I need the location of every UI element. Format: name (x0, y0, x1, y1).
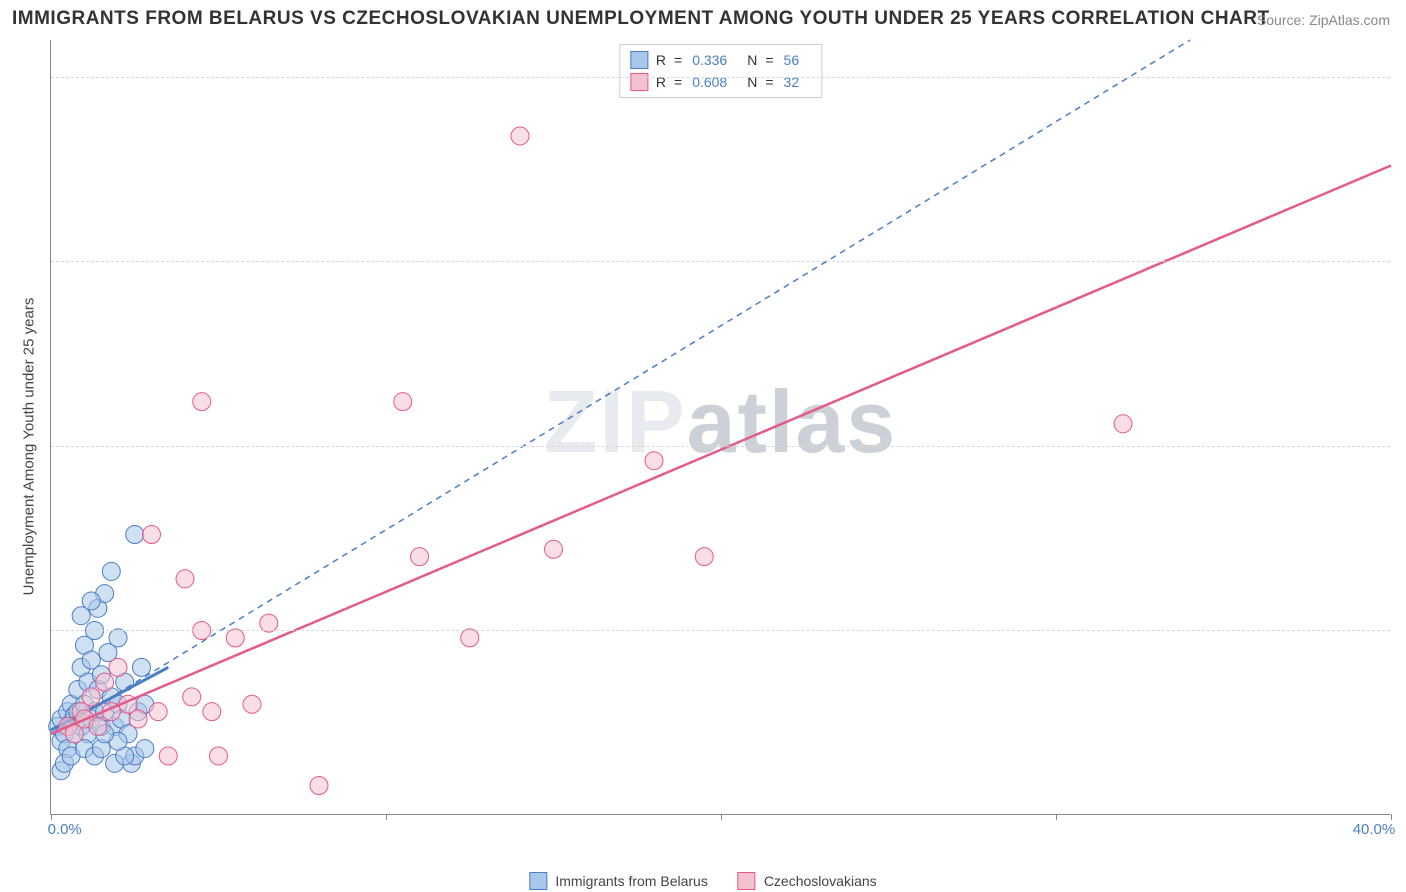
point-czech (1114, 415, 1132, 433)
source-attribution: Source: ZipAtlas.com (1257, 12, 1390, 28)
point-czech (109, 658, 127, 676)
y-axis-label-wrap: Unemployment Among Youth under 25 years (14, 0, 44, 892)
correlation-legend: R= 0.336 N= 56 R= 0.608 N= 32 (619, 44, 822, 98)
plot-area: ZIPatlas R= 0.336 N= 56 R= 0.608 N= 32 2… (50, 40, 1390, 815)
trendline-czech (51, 165, 1391, 733)
point-belarus (109, 629, 127, 647)
point-czech (411, 548, 429, 566)
swatch-czech (738, 872, 756, 890)
point-czech (461, 629, 479, 647)
point-czech (394, 393, 412, 411)
point-czech (243, 695, 261, 713)
point-czech (143, 526, 161, 544)
swatch-belarus (529, 872, 547, 890)
point-czech (203, 703, 221, 721)
r-value-belarus: 0.336 (692, 52, 727, 68)
point-czech (129, 710, 147, 728)
x-tick-mark (1056, 814, 1057, 820)
point-czech (695, 548, 713, 566)
series-legend: Immigrants from Belarus Czechoslovakians (529, 872, 876, 890)
point-belarus (136, 740, 154, 758)
point-belarus (126, 526, 144, 544)
point-czech (645, 452, 663, 470)
legend-item-czech: Czechoslovakians (738, 872, 877, 890)
legend-row-czech: R= 0.608 N= 32 (630, 71, 811, 93)
point-czech (260, 614, 278, 632)
x-tick-label: 0.0% (48, 821, 82, 838)
point-belarus (82, 592, 100, 610)
point-belarus (102, 562, 120, 580)
scatter-svg (51, 40, 1391, 815)
n-label: N (747, 52, 757, 68)
gridline (51, 446, 1390, 447)
x-tick-mark (51, 814, 52, 820)
gridline (51, 261, 1390, 262)
point-czech (226, 629, 244, 647)
point-czech (82, 688, 100, 706)
legend-label-belarus: Immigrants from Belarus (555, 873, 707, 889)
x-tick-label: 40.0% (1353, 821, 1396, 838)
gridline (51, 630, 1390, 631)
point-czech (210, 747, 228, 765)
legend-item-belarus: Immigrants from Belarus (529, 872, 707, 890)
legend-label-czech: Czechoslovakians (764, 873, 877, 889)
point-czech (545, 540, 563, 558)
chart-title: IMMIGRANTS FROM BELARUS VS CZECHOSLOVAKI… (12, 8, 1270, 30)
swatch-belarus (630, 51, 648, 69)
point-czech (159, 747, 177, 765)
point-czech (193, 393, 211, 411)
y-axis-label: Unemployment Among Youth under 25 years (21, 297, 38, 595)
swatch-czech (630, 73, 648, 91)
point-czech (310, 776, 328, 794)
point-czech (96, 673, 114, 691)
point-belarus (132, 658, 150, 676)
x-tick-mark (1391, 814, 1392, 820)
legend-row-belarus: R= 0.336 N= 56 (630, 49, 811, 71)
x-tick-mark (386, 814, 387, 820)
gridline (51, 77, 1390, 78)
n-value-belarus: 56 (784, 52, 800, 68)
point-czech (176, 570, 194, 588)
point-czech (89, 717, 107, 735)
x-tick-mark (721, 814, 722, 820)
r-label: R (656, 52, 666, 68)
point-czech (183, 688, 201, 706)
point-czech (149, 703, 167, 721)
chart-container: IMMIGRANTS FROM BELARUS VS CZECHOSLOVAKI… (0, 0, 1406, 892)
point-czech (511, 127, 529, 145)
